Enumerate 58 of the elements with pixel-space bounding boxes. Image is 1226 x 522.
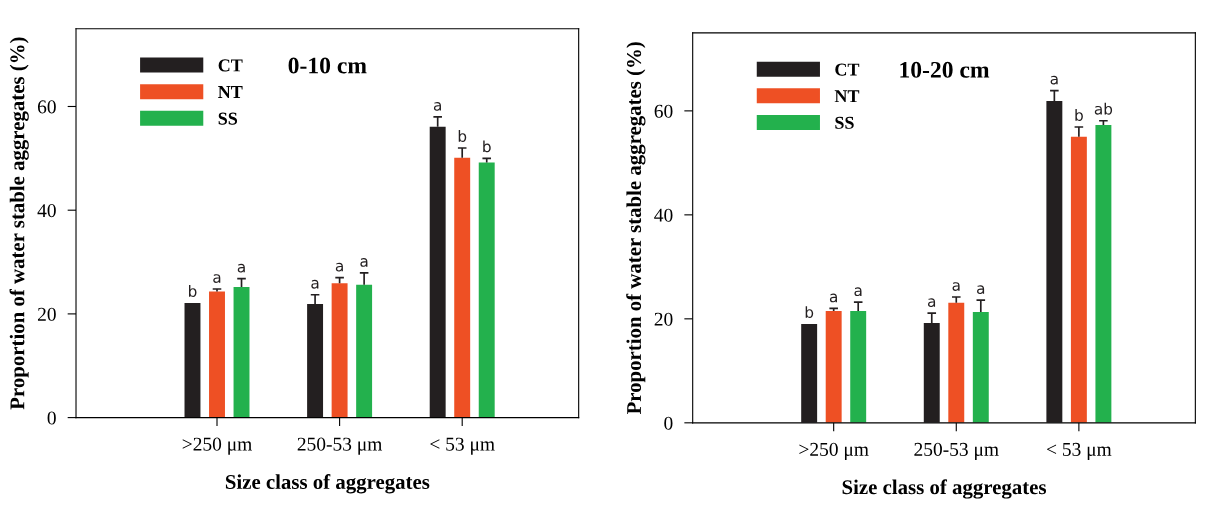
data-label: a — [952, 282, 960, 291]
x-axis-title: Size class of aggregates — [225, 474, 430, 494]
text: 10-20 cm — [900, 61, 990, 78]
data-label: a — [433, 102, 441, 111]
bar — [1070, 136, 1087, 423]
y-tick-label: 0 — [47, 411, 56, 425]
y-tick-label: 20 — [654, 312, 673, 326]
data-label: b — [458, 130, 467, 142]
y-tick-label: 60 — [37, 100, 56, 114]
x-tick-label: 250-53 μm — [914, 442, 999, 460]
bar — [850, 311, 867, 423]
data-label: b — [483, 140, 491, 153]
bar — [972, 312, 989, 423]
y-tick-label: 40 — [37, 204, 56, 218]
bar — [454, 157, 471, 418]
data-label: a — [360, 258, 368, 267]
x-tick-label: >250 μm — [799, 442, 869, 460]
legend-label: CT — [835, 63, 860, 76]
data-label: b — [1075, 109, 1083, 121]
y-tick-label: 40 — [654, 208, 673, 222]
y-tick-label: 0 — [664, 416, 673, 430]
bar — [233, 286, 250, 418]
text: 0-10 cm — [288, 57, 367, 74]
data-label: b — [805, 306, 814, 318]
data-label: b — [189, 285, 197, 297]
x-tick-label: < 53 μm — [430, 437, 495, 455]
bar — [331, 283, 348, 418]
y-axis-title: Proportion of water stable aggregates (%) — [626, 42, 646, 415]
data-label: a — [213, 274, 221, 283]
data-label: a — [335, 262, 343, 272]
legend-label: SS — [835, 116, 854, 129]
x-tick-label: < 53 μm — [1047, 442, 1112, 460]
legend-label: SS — [218, 112, 238, 125]
bar — [825, 311, 842, 423]
y-tick-label: 20 — [37, 307, 56, 321]
bar — [1095, 124, 1112, 423]
data-label: a — [977, 285, 985, 295]
legend-label: CT — [218, 59, 243, 72]
y-axis-title: Proportion of water stable aggregates (%) — [9, 37, 29, 410]
bar — [948, 302, 965, 423]
data-label: ab — [1094, 102, 1113, 115]
legend-label: NT — [218, 86, 243, 98]
x-tick-label: >250 μm — [182, 437, 252, 455]
data-label: a — [311, 279, 319, 289]
data-label: a — [854, 287, 862, 297]
bar — [184, 303, 201, 418]
x-tick-label: 250-53 μm — [297, 437, 383, 455]
data-label: a — [1050, 75, 1058, 85]
legend-label: NT — [834, 90, 860, 103]
bar — [356, 284, 373, 418]
data-label: a — [928, 298, 936, 308]
bar — [478, 162, 495, 418]
x-axis-title: Size class of aggregates — [842, 479, 1047, 499]
data-label: a — [829, 293, 837, 303]
data-label: a — [237, 263, 245, 273]
y-tick-label: 60 — [654, 104, 673, 118]
bar — [209, 291, 225, 418]
bar — [801, 324, 818, 423]
